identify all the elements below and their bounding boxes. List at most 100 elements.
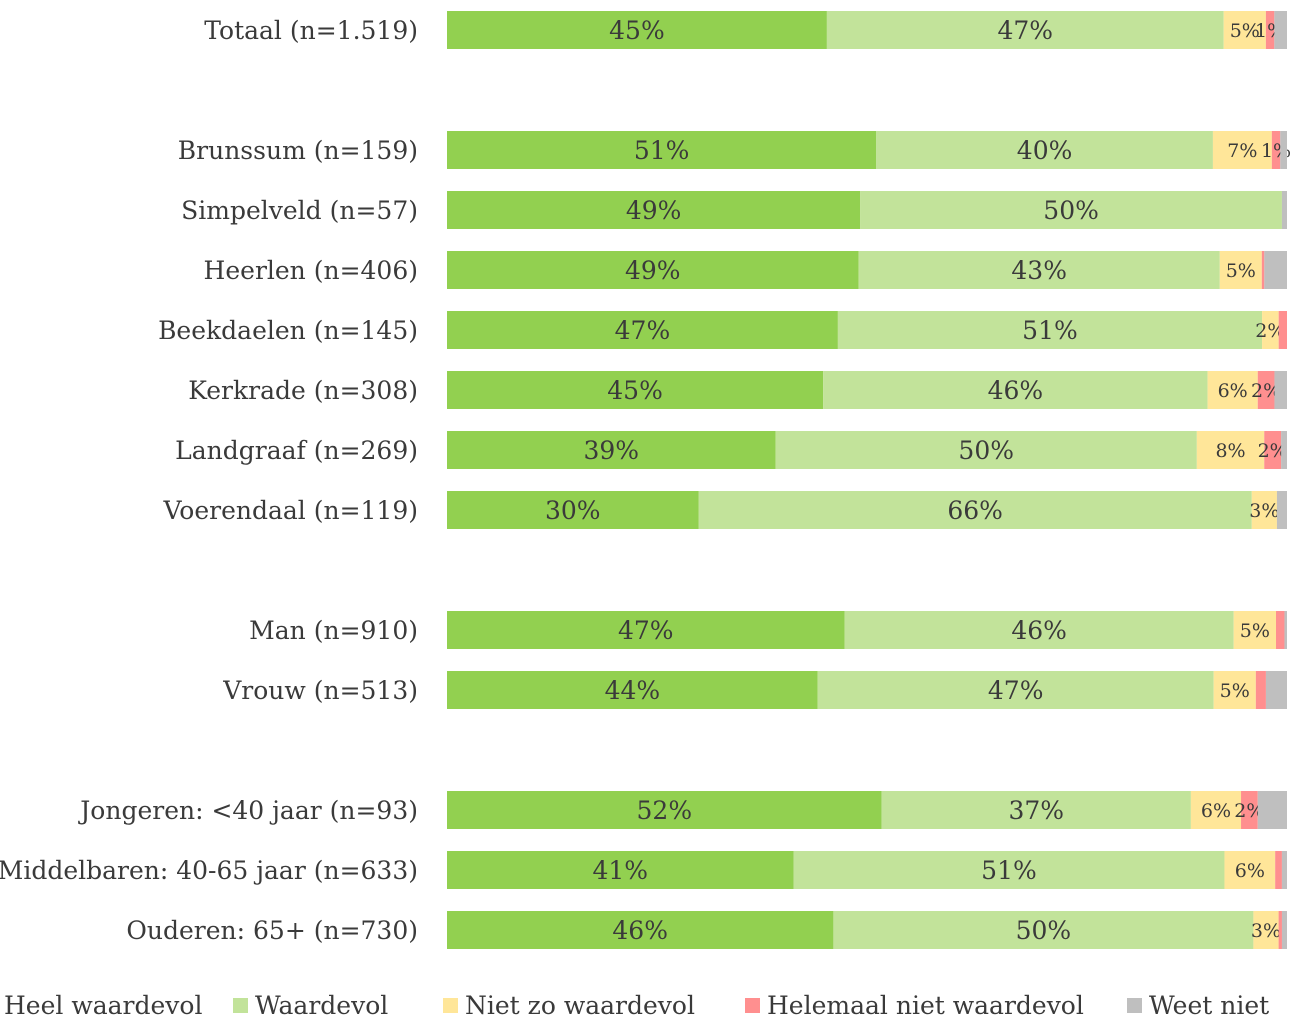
category-label: Beekdaelen (n=145): [158, 316, 418, 345]
data-label: 41%: [592, 856, 648, 885]
bar-segment: [837, 311, 1263, 349]
data-label: 45%: [607, 376, 663, 405]
data-label: 46%: [1011, 616, 1067, 645]
data-label: 49%: [626, 196, 682, 225]
category-label: Kerkrade (n=308): [188, 376, 418, 405]
bar-segment: [1280, 131, 1287, 169]
bar-segment: [1281, 191, 1287, 229]
data-label: 5%: [1226, 260, 1256, 282]
data-label: 5%: [1230, 20, 1260, 42]
bar-segment: [1212, 131, 1272, 169]
bar-segment: [447, 131, 877, 169]
category-label: Brunssum (n=159): [178, 136, 418, 165]
category-label: Jongeren: <40 jaar (n=93): [77, 796, 418, 825]
data-label: 52%: [637, 796, 693, 825]
bar-segment: [860, 191, 1282, 229]
data-label: 40%: [1017, 136, 1073, 165]
bar-segment: [1233, 611, 1277, 649]
bar-segment: [1276, 611, 1285, 649]
bar-segment: [447, 491, 699, 529]
data-label: 2%: [1255, 320, 1285, 342]
bar-segment: [1261, 251, 1265, 289]
bar-segment: [1224, 851, 1276, 889]
data-label: 50%: [1043, 196, 1099, 225]
category-label: Ouderen: 65+ (n=730): [126, 916, 418, 945]
bar-segment: [1276, 491, 1287, 529]
bar-segment: [447, 191, 861, 229]
bar-segment: [447, 791, 882, 829]
category-label: Middelbaren: 40-65 jaar (n=633): [0, 856, 418, 885]
data-label: 43%: [1011, 256, 1067, 285]
data-label: 7%: [1227, 140, 1257, 162]
legend-swatch: [443, 998, 458, 1013]
data-label: 39%: [584, 436, 640, 465]
category-label: Simpelveld (n=57): [181, 196, 418, 225]
bar-segment: [793, 851, 1225, 889]
bar-segment: [1275, 851, 1282, 889]
data-label: 47%: [988, 676, 1044, 705]
bar-segment: [1278, 911, 1282, 949]
bar-segment: [447, 11, 827, 49]
bar-segment: [1251, 491, 1277, 529]
data-label: 3%: [1249, 500, 1279, 522]
bar-segment: [1257, 791, 1287, 829]
bar-segment: [1257, 371, 1275, 409]
bar-segment: [1264, 431, 1282, 469]
bar-segment: [1284, 611, 1287, 649]
bar-segment: [1281, 431, 1287, 469]
data-label: 5%: [1240, 620, 1270, 642]
bar-segment: [447, 431, 776, 469]
data-label: 51%: [634, 136, 690, 165]
data-label: 46%: [988, 376, 1044, 405]
bar-segment: [833, 911, 1254, 949]
legend-label: Helemaal niet waardevol: [767, 991, 1084, 1020]
bar-segment: [1255, 671, 1266, 709]
bar-segment: [1274, 11, 1287, 49]
data-label: 51%: [981, 856, 1037, 885]
data-label: 2%: [1234, 800, 1264, 822]
bar-segment: [881, 791, 1191, 829]
bar-segment: [844, 611, 1234, 649]
bar-segment: [447, 311, 838, 349]
legend-swatch: [233, 998, 248, 1013]
legend-label: Heel waardevol: [4, 991, 202, 1020]
legend-label: Waardevol: [255, 991, 388, 1020]
category-label: Heerlen (n=406): [204, 256, 418, 285]
data-label: 6%: [1218, 380, 1248, 402]
bar-segment: [447, 851, 794, 889]
bars: 45% 47% 5%1%51% 40% 7% 1%49% 50%49% 43% 5%47% 51%…: [447, 11, 1291, 949]
bar-segment: [1253, 911, 1279, 949]
data-label: 30%: [545, 496, 601, 525]
bar-segment: [1223, 11, 1266, 49]
bar-segment: [1207, 371, 1258, 409]
bar-segment: [826, 11, 1224, 49]
data-label: 49%: [625, 256, 681, 285]
bar-segment: [1265, 11, 1275, 49]
data-label: 51%: [1022, 316, 1078, 345]
bar-segment: [1265, 671, 1287, 709]
bar-segment: [1190, 791, 1242, 829]
data-label: 5%: [1220, 680, 1250, 702]
bar-segment: [447, 611, 845, 649]
data-label: 3%: [1251, 920, 1281, 942]
category-label: Voerendaal (n=119): [163, 496, 418, 525]
bar-segment: [447, 911, 834, 949]
data-label: 66%: [947, 496, 1003, 525]
bar-segment: [775, 431, 1197, 469]
data-label: 47%: [998, 16, 1054, 45]
legend-swatch: [745, 998, 760, 1013]
legend-swatch: [1127, 998, 1142, 1013]
bar-segment: [1196, 431, 1265, 469]
category-label: Vrouw (n=513): [222, 676, 418, 705]
data-label: 47%: [618, 616, 674, 645]
category-label: Landgraaf (n=269): [175, 436, 418, 465]
bar-segment: [1281, 911, 1287, 949]
data-label: 6%: [1201, 800, 1231, 822]
bar-segment: [1274, 371, 1287, 409]
bar-segment: [1281, 851, 1287, 889]
data-label: 44%: [605, 676, 661, 705]
category-label: Totaal (n=1.519): [204, 16, 418, 45]
data-label: 47%: [615, 316, 671, 345]
